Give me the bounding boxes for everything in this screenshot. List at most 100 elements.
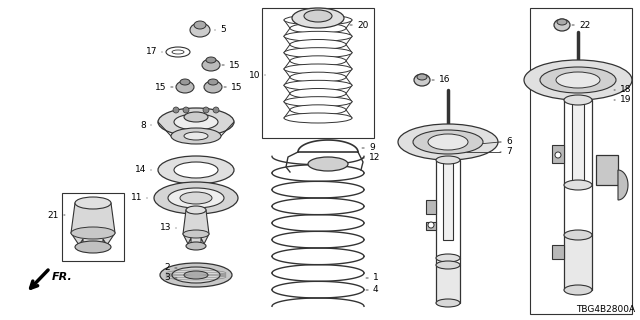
Ellipse shape: [284, 64, 352, 74]
Ellipse shape: [183, 107, 189, 113]
Bar: [443, 160, 453, 240]
Ellipse shape: [174, 162, 218, 178]
Ellipse shape: [213, 107, 219, 113]
Text: 9: 9: [369, 143, 375, 153]
Ellipse shape: [564, 180, 592, 190]
Ellipse shape: [186, 206, 206, 214]
Ellipse shape: [290, 39, 346, 50]
Text: TBG4B2800A: TBG4B2800A: [576, 305, 635, 314]
Ellipse shape: [208, 79, 218, 85]
Ellipse shape: [436, 261, 460, 269]
Text: 1: 1: [373, 274, 379, 283]
Text: 7: 7: [506, 148, 512, 156]
Bar: [426, 222, 436, 230]
Bar: [62, 193, 124, 261]
Text: 10: 10: [248, 70, 260, 79]
Ellipse shape: [154, 182, 238, 214]
Ellipse shape: [564, 230, 592, 240]
Text: 21: 21: [47, 211, 59, 220]
Text: 12: 12: [369, 154, 380, 163]
Ellipse shape: [172, 50, 184, 54]
Text: 8: 8: [140, 121, 146, 130]
Ellipse shape: [428, 134, 468, 150]
Ellipse shape: [158, 108, 234, 136]
Text: 22: 22: [579, 20, 590, 29]
Text: 15: 15: [231, 83, 243, 92]
Text: 14: 14: [134, 165, 146, 174]
Ellipse shape: [173, 107, 179, 113]
Bar: [436, 265, 460, 303]
Ellipse shape: [554, 19, 570, 31]
Ellipse shape: [524, 60, 632, 100]
Ellipse shape: [206, 57, 216, 63]
Ellipse shape: [174, 114, 218, 130]
Ellipse shape: [190, 23, 210, 37]
Ellipse shape: [158, 156, 234, 184]
Ellipse shape: [194, 21, 206, 29]
Ellipse shape: [564, 285, 592, 295]
Bar: [564, 235, 592, 290]
Ellipse shape: [176, 81, 194, 93]
Ellipse shape: [284, 113, 352, 123]
Ellipse shape: [203, 107, 209, 113]
Ellipse shape: [556, 72, 600, 88]
Text: FR.: FR.: [52, 272, 73, 282]
Polygon shape: [71, 203, 115, 247]
Ellipse shape: [308, 157, 348, 171]
Ellipse shape: [290, 56, 346, 66]
Ellipse shape: [71, 227, 115, 239]
Text: 19: 19: [620, 95, 632, 105]
Ellipse shape: [172, 267, 220, 283]
Text: 4: 4: [373, 285, 379, 294]
Ellipse shape: [180, 192, 212, 204]
Ellipse shape: [428, 222, 434, 228]
Ellipse shape: [436, 299, 460, 307]
Text: 20: 20: [357, 20, 369, 29]
Text: 6: 6: [506, 138, 512, 147]
Ellipse shape: [436, 254, 460, 262]
Text: 16: 16: [439, 76, 451, 84]
Text: 11: 11: [131, 194, 142, 203]
Ellipse shape: [284, 31, 352, 41]
Ellipse shape: [284, 80, 352, 90]
Ellipse shape: [171, 128, 221, 144]
Ellipse shape: [75, 241, 111, 253]
Ellipse shape: [413, 130, 483, 154]
Ellipse shape: [564, 95, 592, 105]
Ellipse shape: [284, 15, 352, 25]
Text: 5: 5: [220, 26, 226, 35]
Ellipse shape: [160, 263, 232, 287]
Ellipse shape: [398, 124, 498, 160]
Ellipse shape: [290, 23, 346, 33]
Ellipse shape: [180, 79, 190, 85]
Text: 15: 15: [154, 83, 166, 92]
Ellipse shape: [184, 112, 208, 122]
Ellipse shape: [436, 156, 460, 164]
Ellipse shape: [204, 81, 222, 93]
Ellipse shape: [284, 97, 352, 107]
Bar: [572, 100, 584, 185]
Text: 3: 3: [164, 274, 170, 283]
Ellipse shape: [184, 271, 208, 279]
Ellipse shape: [202, 59, 220, 71]
Ellipse shape: [168, 188, 224, 208]
Ellipse shape: [166, 47, 190, 57]
Ellipse shape: [292, 8, 344, 28]
Bar: [552, 245, 564, 259]
Ellipse shape: [290, 72, 346, 82]
Text: 13: 13: [159, 223, 171, 233]
Text: 17: 17: [145, 47, 157, 57]
Polygon shape: [183, 210, 209, 246]
Ellipse shape: [557, 19, 567, 25]
Bar: [262, 8, 374, 138]
Ellipse shape: [284, 48, 352, 58]
Ellipse shape: [540, 67, 616, 93]
Ellipse shape: [414, 74, 430, 86]
Polygon shape: [618, 170, 628, 200]
Text: 2: 2: [164, 263, 170, 273]
Ellipse shape: [75, 197, 111, 209]
Bar: [596, 155, 618, 185]
Ellipse shape: [183, 230, 209, 238]
Ellipse shape: [555, 152, 561, 158]
Bar: [426, 200, 436, 214]
